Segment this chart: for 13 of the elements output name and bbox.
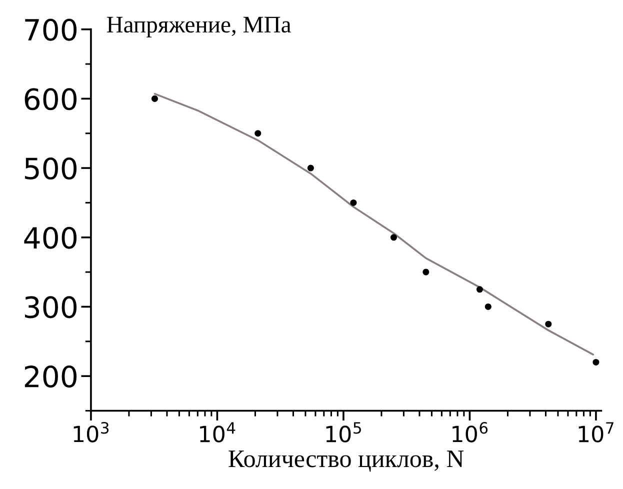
y-tick-label: 600 [24,88,77,110]
x-tick-label: 10$^{4}$ [200,422,236,442]
x-tick-label: 10$^{7}$ [578,422,614,442]
x-tick-label: 10$^{3}$ [74,422,109,442]
y-tick-label: 200 [24,366,77,388]
x-tick-label: 10$^{5}$ [326,422,361,442]
y-axis-title: Напряжение, МПа [106,16,291,38]
y-tick-label: 400 [24,226,77,249]
x-axis-title: Количество циклов, N [228,450,464,472]
y-tick-label: 300 [25,296,77,318]
y-tick-label: 700 [25,18,77,41]
y-tick-label: 500 [25,157,77,180]
x-tick-label: 10$^{6}$ [452,422,488,442]
